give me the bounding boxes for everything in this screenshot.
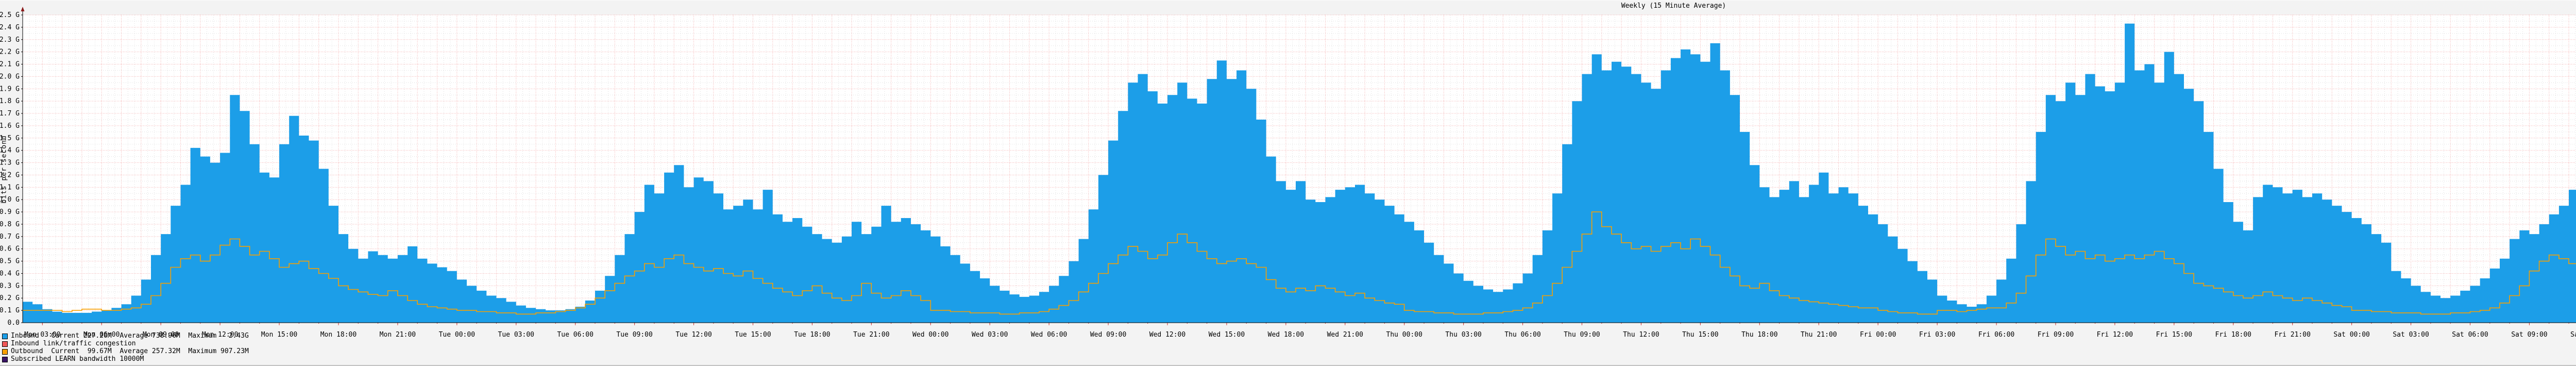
legend-item-subscribed: Subscribed LEARN bandwidth 10000M [2, 356, 249, 363]
svg-text:Mon 09:00: Mon 09:00 [143, 331, 179, 339]
svg-text:1.8 G: 1.8 G [0, 97, 20, 105]
svg-text:Thu 00:00: Thu 00:00 [1386, 331, 1422, 339]
svg-text:Tue 12:00: Tue 12:00 [675, 331, 711, 339]
svg-text:Fri 21:00: Fri 21:00 [2274, 331, 2310, 339]
svg-text:0.3 G: 0.3 G [0, 282, 20, 290]
outbound-swatch-icon [2, 349, 8, 355]
legend: Inbound Current 227.20M Average 738.96M … [2, 332, 249, 363]
svg-text:0.9 G: 0.9 G [0, 208, 20, 216]
svg-text:Tue 21:00: Tue 21:00 [853, 331, 889, 339]
svg-text:0.4 G: 0.4 G [0, 270, 20, 277]
svg-text:2.2 G: 2.2 G [0, 48, 20, 56]
svg-text:0.1 G: 0.1 G [0, 307, 20, 314]
svg-text:Sat 03:00: Sat 03:00 [2393, 331, 2429, 339]
legend-item-inbound: Inbound Current 227.20M Average 738.96M … [2, 332, 249, 340]
svg-text:Tue 00:00: Tue 00:00 [439, 331, 475, 339]
svg-text:Mon 06:00: Mon 06:00 [83, 331, 120, 339]
svg-text:Sat 06:00: Sat 06:00 [2452, 331, 2488, 339]
svg-text:1.0 G: 1.0 G [0, 196, 20, 204]
svg-text:Thu 03:00: Thu 03:00 [1445, 331, 1481, 339]
svg-text:Wed 06:00: Wed 06:00 [1031, 331, 1067, 339]
congestion-swatch-icon [2, 341, 8, 347]
svg-text:Wed 15:00: Wed 15:00 [1209, 331, 1245, 339]
svg-text:Fri 00:00: Fri 00:00 [1860, 331, 1896, 339]
legend-item-congestion: Inbound link/traffic congestion [2, 340, 249, 348]
svg-text:Mon 15:00: Mon 15:00 [261, 331, 297, 339]
svg-text:Thu 06:00: Thu 06:00 [1504, 331, 1540, 339]
svg-text:1.6 G: 1.6 G [0, 122, 20, 130]
svg-text:1.3 G: 1.3 G [0, 159, 20, 167]
svg-text:2.4 G: 2.4 G [0, 24, 20, 31]
graph-title: Weekly (15 Minute Average) [1621, 2, 1726, 10]
svg-text:0.6 G: 0.6 G [0, 245, 20, 253]
svg-text:1.2 G: 1.2 G [0, 171, 20, 179]
subscribed-swatch-icon [2, 357, 8, 362]
svg-text:Thu 12:00: Thu 12:00 [1623, 331, 1659, 339]
svg-text:Wed 12:00: Wed 12:00 [1149, 331, 1185, 339]
svg-text:1.4 G: 1.4 G [0, 147, 20, 155]
legend-congestion-label: Inbound link/traffic congestion [11, 340, 136, 347]
svg-text:2.1 G: 2.1 G [0, 61, 20, 69]
svg-text:1.9 G: 1.9 G [0, 85, 20, 93]
svg-text:Thu 09:00: Thu 09:00 [1564, 331, 1600, 339]
svg-text:0.2 G: 0.2 G [0, 294, 20, 302]
svg-text:Wed 03:00: Wed 03:00 [972, 331, 1008, 339]
svg-text:Fri 12:00: Fri 12:00 [2097, 331, 2133, 339]
svg-text:Fri 03:00: Fri 03:00 [1919, 331, 1955, 339]
svg-text:Wed 00:00: Wed 00:00 [912, 331, 948, 339]
svg-text:Mon 03:00: Mon 03:00 [24, 331, 60, 339]
svg-text:Mon 21:00: Mon 21:00 [380, 331, 416, 339]
svg-text:Tue 18:00: Tue 18:00 [794, 331, 830, 339]
svg-text:Fri 15:00: Fri 15:00 [2156, 331, 2192, 339]
svg-text:Thu 18:00: Thu 18:00 [1741, 331, 1777, 339]
svg-text:0.8 G: 0.8 G [0, 221, 20, 228]
svg-text:0.0: 0.0 [8, 319, 20, 327]
svg-text:2.5 G: 2.5 G [0, 11, 20, 19]
svg-text:Wed 21:00: Wed 21:00 [1327, 331, 1363, 339]
svg-text:Thu 15:00: Thu 15:00 [1682, 331, 1718, 339]
svg-text:Tue 03:00: Tue 03:00 [498, 331, 534, 339]
svg-text:Sat 09:00: Sat 09:00 [2511, 331, 2547, 339]
inbound-swatch-icon [2, 334, 8, 339]
svg-text:Fri 09:00: Fri 09:00 [2038, 331, 2074, 339]
svg-text:0.5 G: 0.5 G [0, 258, 20, 265]
svg-text:Tue 06:00: Tue 06:00 [557, 331, 593, 339]
svg-text:Tue 15:00: Tue 15:00 [735, 331, 771, 339]
svg-text:2.0 G: 2.0 G [0, 73, 20, 80]
legend-outbound-label: Outbound Current 99.67M Average 257.32M … [11, 347, 249, 355]
svg-text:Fri 06:00: Fri 06:00 [1978, 331, 2014, 339]
svg-text:Wed 09:00: Wed 09:00 [1090, 331, 1126, 339]
svg-text:Mon 18:00: Mon 18:00 [320, 331, 357, 339]
svg-text:Sat 12:00: Sat 12:00 [2570, 331, 2576, 339]
svg-text:1.5 G: 1.5 G [0, 135, 20, 142]
legend-item-outbound: Outbound Current 99.67M Average 257.32M … [2, 348, 249, 356]
svg-text:Thu 21:00: Thu 21:00 [1801, 331, 1837, 339]
svg-text:Wed 18:00: Wed 18:00 [1268, 331, 1304, 339]
svg-text:2.3 G: 2.3 G [0, 36, 20, 44]
svg-text:Sat 00:00: Sat 00:00 [2333, 331, 2369, 339]
legend-subscribed-label: Subscribed LEARN bandwidth 10000M [11, 355, 144, 363]
legend-inbound-label: Inbound Current 227.20M Average 738.96M … [11, 332, 249, 340]
svg-text:0.7 G: 0.7 G [0, 233, 20, 241]
svg-text:Tue 09:00: Tue 09:00 [616, 331, 652, 339]
svg-text:Fri 18:00: Fri 18:00 [2215, 331, 2251, 339]
svg-text:1.7 G: 1.7 G [0, 110, 20, 118]
svg-text:Mon 12:00: Mon 12:00 [202, 331, 238, 339]
svg-text:1.1 G: 1.1 G [0, 184, 20, 191]
